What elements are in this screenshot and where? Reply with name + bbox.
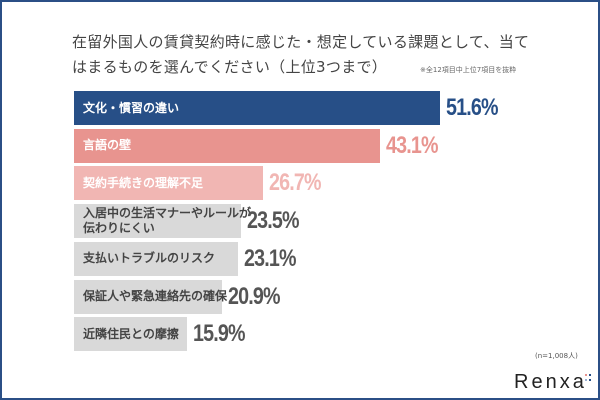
value-label: 43.1% <box>385 131 439 159</box>
chart-note: ※全12項目中上位7項目を抜粋 <box>420 66 517 74</box>
value-label: 15.9% <box>192 320 246 348</box>
value-label: 20.9% <box>228 282 281 310</box>
value-label: 23.5% <box>246 207 300 235</box>
category-label: 支払いトラブルのリスク <box>83 251 216 266</box>
category-label: 契約手続きの理解不足 <box>83 175 204 190</box>
title-line-2: はまるものを選んでください（上位3つまで） <box>72 58 388 76</box>
category-label: 文化・慣習の違い <box>83 100 180 115</box>
bar <box>74 279 223 314</box>
bar <box>74 91 440 125</box>
category-label: 近隣住民との摩擦 <box>83 326 179 341</box>
bar <box>74 166 264 201</box>
bar <box>74 204 241 239</box>
category-label: 入居中の生活マナーやルールが 伝わりにくい <box>83 206 252 236</box>
logo-dots-icon <box>585 374 591 384</box>
category-label: 保証人や緊急連絡先の確保 <box>83 289 228 303</box>
bar <box>74 241 238 276</box>
chart-title: 在留外国人の賃貸契約時に感じた・想定している課題として、当て はまるものを選んで… <box>72 30 529 80</box>
bar <box>74 317 187 352</box>
category-label: 言語の壁 <box>83 138 132 153</box>
brand-logo: Renxa <box>514 371 587 393</box>
value-label: 23.1% <box>243 244 297 272</box>
value-label: 26.7% <box>269 169 322 197</box>
sample-size: (n=1,008人) <box>535 352 578 360</box>
value-label: 51.6% <box>446 94 499 121</box>
title-line-1: 在留外国人の賃貸契約時に感じた・想定している課題として、当て <box>72 33 530 51</box>
bar <box>74 128 380 163</box>
